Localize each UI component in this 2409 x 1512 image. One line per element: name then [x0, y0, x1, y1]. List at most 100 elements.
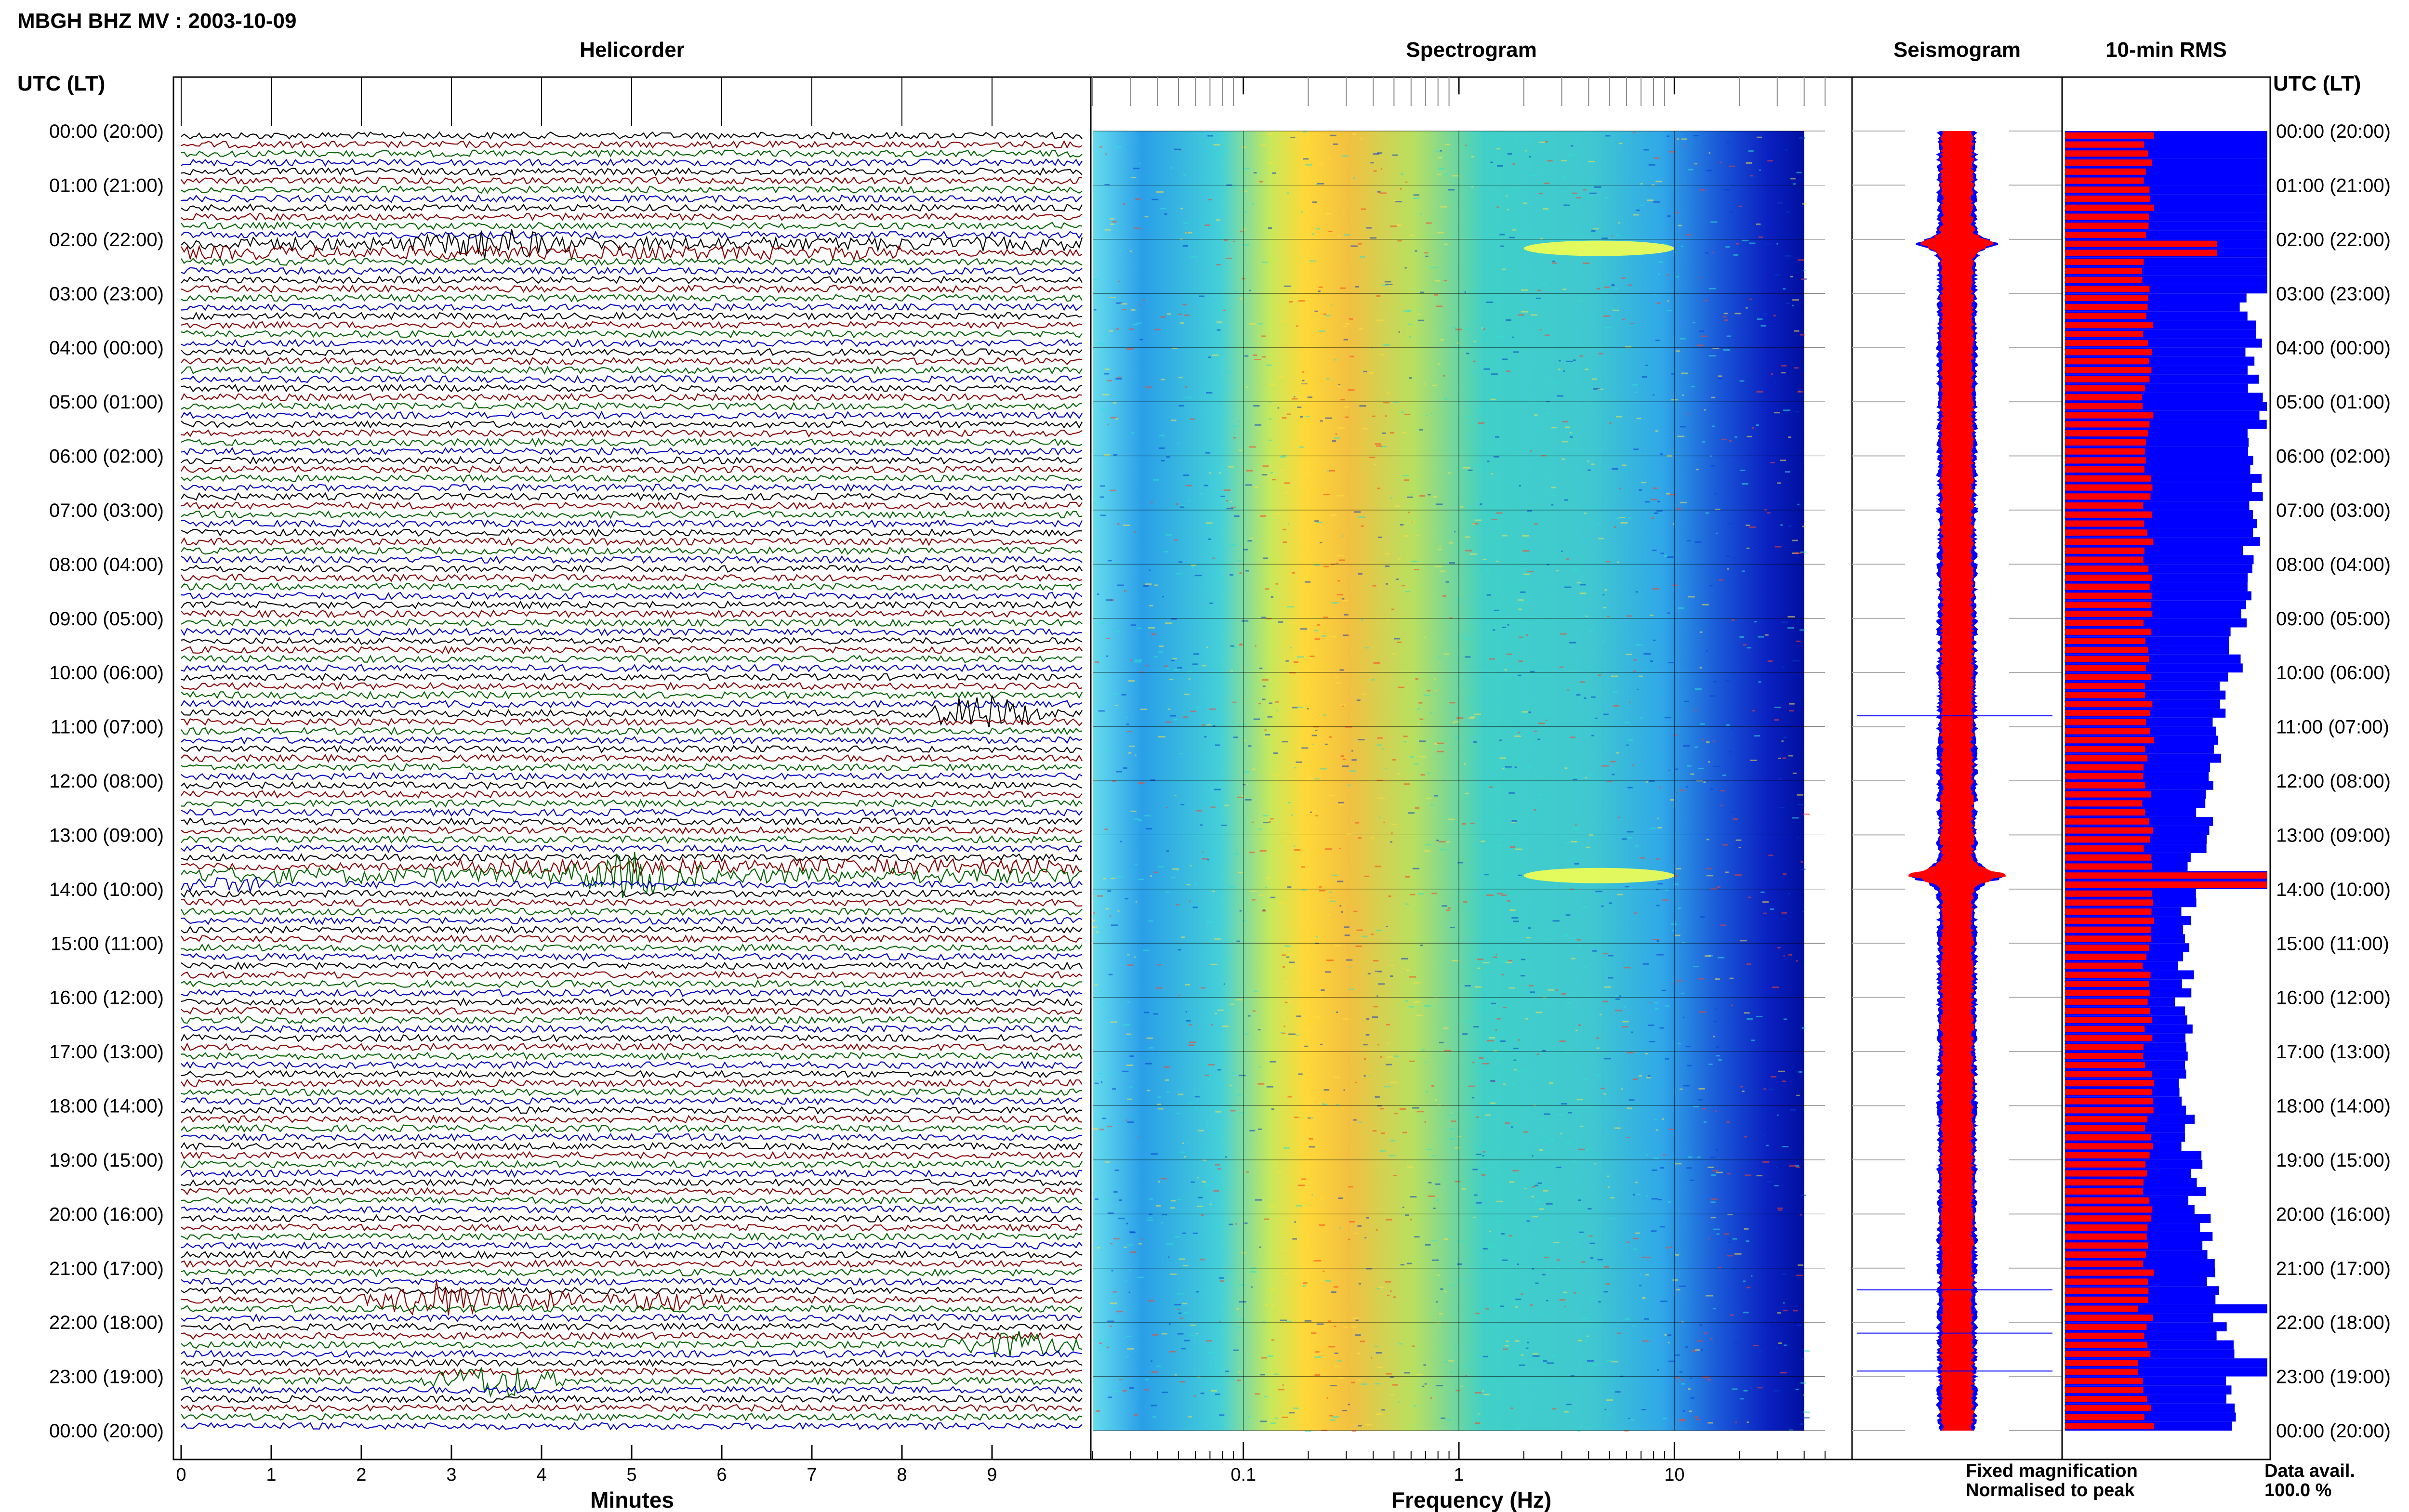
spectrogram-speckle	[1394, 1055, 1399, 1057]
spectrogram-speckle	[1185, 397, 1192, 399]
spectrogram-speckle	[1404, 1372, 1410, 1374]
spectrogram-speckle	[1126, 1223, 1128, 1224]
spectrogram-speckle	[1339, 848, 1341, 850]
spectrogram-speckle	[1401, 411, 1404, 413]
spectrogram-speckle	[1113, 1295, 1118, 1297]
spectrogram-speckle	[1492, 629, 1496, 631]
spectrogram-speckle	[1235, 999, 1243, 1001]
spectrogram-speckle	[1572, 569, 1579, 571]
spectrogram-speckle	[1363, 1075, 1366, 1077]
spectrogram-speckle	[1405, 1214, 1409, 1216]
spectrogram-speckle	[1449, 542, 1454, 544]
spectrogram-speckle	[1100, 485, 1105, 487]
spectrogram-speckle	[1296, 761, 1302, 763]
spectrogram-speckle	[1512, 188, 1519, 190]
spectrogram-speckle	[1578, 1024, 1581, 1026]
time-label-right: 06:00 (02:00)	[2276, 446, 2391, 467]
spectrogram-speckle	[1464, 328, 1471, 329]
spectrogram-speckle	[1290, 136, 1296, 138]
spectrogram-speckle	[1097, 1247, 1100, 1249]
rms-normalised-bar	[2065, 403, 2143, 410]
spectrogram-speckle	[1325, 1280, 1331, 1282]
spectrogram-speckle	[1522, 550, 1530, 552]
spectrogram-speckle	[1803, 1394, 1806, 1396]
spectrogram-speckle	[1202, 724, 1205, 726]
spectrogram-speckle	[1144, 1012, 1150, 1013]
spectrogram-speckle	[1561, 1103, 1567, 1105]
spectrogram-speckle	[1229, 1271, 1234, 1273]
spectrogram-speckle	[1171, 618, 1177, 620]
spectrogram-speckle	[1174, 148, 1181, 150]
spectrogram-speckle	[1441, 1417, 1445, 1419]
spectrogram-speckle	[1568, 204, 1570, 206]
spectrogram-speckle	[1243, 168, 1250, 170]
rms-normalised-bar	[2065, 854, 2152, 861]
spectrogram-speckle	[1289, 1412, 1295, 1414]
spectrogram-speckle	[1483, 368, 1490, 370]
spectrogram-speckle	[1701, 739, 1704, 741]
spectrogram-speckle	[1649, 1040, 1655, 1042]
spectrogram-speckle	[1611, 675, 1618, 677]
spectrogram-speckle	[1525, 515, 1528, 517]
spectrogram-speckle	[1570, 145, 1574, 147]
spectrogram-speckle	[1674, 1163, 1682, 1165]
spectrogram-speckle	[1435, 1183, 1441, 1185]
spectrogram-speckle	[1518, 599, 1524, 601]
spectrogram-speckle	[1675, 211, 1679, 213]
spectrogram-speckle	[1715, 1055, 1721, 1057]
spectrogram-speckle	[1711, 396, 1716, 398]
spectrogram-speckle	[1711, 425, 1715, 427]
spectrogram-speckle	[1746, 547, 1750, 549]
spectrogram-speckle	[1662, 899, 1669, 901]
spectrogram-speckle	[1676, 276, 1679, 278]
spectrogram-speckle	[1356, 929, 1363, 931]
spectrogram-speckle	[1497, 165, 1504, 167]
spectrogram-speckle	[1550, 381, 1557, 383]
spectrogram-speckle	[1803, 270, 1806, 272]
spectrogram-speckle	[1683, 1085, 1690, 1087]
spectrogram-speckle	[1512, 585, 1517, 587]
spectrogram-speckle	[1464, 291, 1466, 293]
spectrogram-speckle	[1457, 1135, 1461, 1137]
spectrogram-speckle	[1261, 617, 1267, 618]
rms-normalised-bar	[2065, 1134, 2151, 1141]
spectrogram-speckle	[1123, 1024, 1130, 1026]
spectrogram-speckle	[1199, 295, 1204, 297]
spectrogram-speckle	[1217, 1069, 1221, 1071]
spectrogram-speckle	[1762, 313, 1768, 315]
spectrogram-speckle	[1206, 646, 1208, 648]
spectrogram-speckle	[1426, 414, 1428, 416]
spectrogram-speckle	[1389, 1155, 1396, 1157]
rms-normalised-bar	[2065, 945, 2149, 951]
spectrogram-speckle	[1541, 455, 1546, 457]
spectrogram-speckle	[1140, 709, 1147, 710]
spectrogram-speckle	[1259, 828, 1262, 830]
spectrogram-speckle	[1564, 499, 1568, 501]
spectrogram-speckle	[1657, 1369, 1659, 1371]
spectrogram-speckle	[1112, 1291, 1117, 1293]
spectrogram-speckle	[1530, 450, 1532, 452]
spectrogram-speckle	[1349, 988, 1354, 990]
spectrogram-speckle	[1665, 1005, 1670, 1007]
spectrogram-speckle	[1713, 740, 1715, 742]
spectrogram-speckle	[1377, 191, 1381, 193]
spectrogram-speckle	[1278, 902, 1286, 904]
spectrogram-speckle	[1260, 144, 1266, 146]
spectrogram-speckle	[1116, 876, 1124, 878]
spectrogram-speckle	[1152, 1334, 1158, 1336]
spectrogram-speckle	[1771, 1076, 1777, 1078]
spectrogram-speckle	[1318, 994, 1323, 996]
spectrogram-speckle	[1471, 1097, 1474, 1099]
spectrogram-speckle	[1380, 168, 1383, 170]
spectrogram-speckle	[1788, 1429, 1793, 1431]
spectrogram-speckle	[1467, 416, 1472, 418]
spectrogram-speckle	[1237, 1380, 1241, 1381]
rms-normalised-bar	[2065, 430, 2148, 437]
spectrogram-speckle	[1105, 153, 1107, 155]
time-label-right: 01:00 (21:00)	[2276, 175, 2391, 196]
spectrogram-speckle	[1154, 329, 1161, 330]
spectrogram-speckle	[1175, 1113, 1181, 1115]
spectrogram-speckle	[1738, 846, 1741, 848]
spectrogram-speckle	[1674, 1354, 1680, 1356]
spectrogram-speckle	[1330, 134, 1337, 136]
